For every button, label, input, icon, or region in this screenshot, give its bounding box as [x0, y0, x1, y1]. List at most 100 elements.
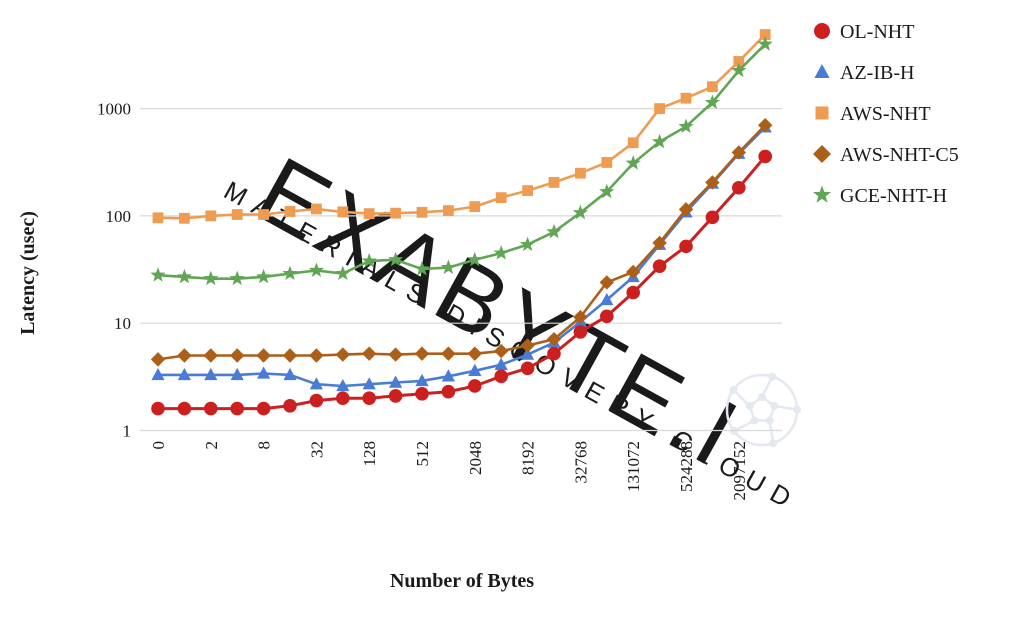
data-point-marker-triangle [415, 373, 429, 387]
y-tick-label: 100 [106, 207, 132, 226]
data-point-marker-star [335, 265, 351, 281]
x-tick-label: 131072 [624, 441, 643, 492]
legend-label: GCE-NHT-H [840, 185, 947, 207]
triangle-icon [814, 64, 830, 78]
legend-label: AZ-IB-H [840, 62, 914, 84]
data-point-marker-circle [309, 393, 324, 408]
data-point-marker-circle [441, 384, 456, 399]
y-tick-label: 1000 [97, 100, 131, 119]
square-icon [815, 106, 829, 120]
data-point-marker-square [601, 157, 613, 168]
data-point-marker-circle [468, 379, 482, 393]
y-tick-label: 10 [114, 314, 131, 333]
data-point-marker-diamond [177, 348, 192, 363]
series-OL-NHT [151, 149, 772, 416]
data-point-marker-star [678, 118, 694, 134]
circle-icon [814, 23, 830, 39]
data-point-marker-square [390, 207, 401, 219]
data-point-marker-star [150, 267, 166, 282]
data-point-marker-square [443, 205, 454, 217]
data-point-marker-diamond [758, 118, 773, 133]
data-point-marker-star [572, 204, 589, 220]
watermark-tagline-text: MATERIALS DISCOVERY CLOUD [219, 175, 805, 518]
data-point-marker-diamond [150, 352, 166, 367]
data-point-marker-square [495, 192, 507, 204]
x-axis-tick-labels: 0 2 8 32 128 512 2048 8192 32768 131072 524288 2097… [149, 441, 749, 501]
data-point-marker-star [493, 245, 509, 260]
data-point-marker-square [707, 81, 718, 93]
data-point-marker-star [282, 265, 298, 281]
data-point-marker-circle [600, 309, 614, 324]
data-point-marker-triangle [521, 347, 535, 360]
star-icon [812, 185, 832, 203]
data-point-marker-triangle [151, 367, 165, 381]
data-point-marker-circle [652, 259, 667, 273]
legend-item-AWS-NHT: AWS-NHT [815, 103, 931, 125]
data-point-marker-diamond [256, 348, 271, 363]
data-point-marker-circle [230, 401, 244, 416]
x-tick-label: 8 [255, 441, 274, 450]
data-point-marker-star [361, 252, 377, 268]
data-point-marker-triangle [309, 377, 323, 390]
data-point-marker-square [680, 92, 692, 104]
data-point-marker-diamond [230, 348, 245, 363]
data-point-marker-diamond [626, 264, 641, 280]
data-point-marker-square [311, 203, 322, 215]
legend-label: OL-NHT [840, 21, 914, 43]
data-point-marker-diamond [309, 348, 324, 363]
series-GCE-NHT-H [150, 36, 773, 286]
data-point-marker-triangle [494, 357, 508, 370]
data-point-marker-square [654, 103, 665, 114]
x-tick-label: 2 [202, 441, 221, 450]
legend-item-OL-NHT: OL-NHT [814, 21, 914, 43]
data-point-marker-square [416, 206, 428, 218]
data-point-marker-diamond [652, 235, 667, 251]
data-point-marker-square [205, 210, 217, 222]
data-point-marker-circle [705, 210, 720, 225]
data-point-marker-circle [151, 401, 165, 416]
data-point-marker-square [575, 167, 586, 179]
data-point-marker-diamond [546, 331, 562, 347]
data-point-marker-circle [547, 346, 561, 361]
data-point-marker-diamond [388, 347, 403, 362]
data-point-marker-circle [336, 391, 350, 405]
data-point-marker-square [627, 137, 639, 149]
data-point-marker-star [704, 94, 721, 109]
data-point-marker-diamond [599, 275, 614, 290]
data-point-marker-triangle [362, 377, 376, 390]
data-point-marker-circle [177, 401, 192, 416]
data-point-marker-triangle [600, 292, 614, 306]
data-point-marker-star [308, 262, 325, 277]
data-point-marker-circle [573, 325, 588, 339]
data-point-marker-circle [283, 398, 297, 413]
data-point-marker-star [651, 133, 668, 149]
data-point-marker-star [176, 268, 193, 284]
legend-item-AWS-NHT-C5: AWS-NHT-C5 [813, 144, 959, 166]
data-point-marker-star [467, 251, 483, 267]
data-point-marker-star [414, 261, 430, 276]
data-point-marker-star [731, 62, 747, 78]
data-point-marker-star [519, 236, 536, 252]
data-point-marker-star [255, 268, 272, 284]
data-point-marker-triangle [283, 367, 297, 381]
data-point-marker-diamond [414, 346, 430, 361]
y-axis-title: Latency (usec) [17, 211, 39, 335]
legend-item-AZ-IB-H: AZ-IB-H [814, 62, 914, 84]
data-point-marker-circle [388, 389, 403, 403]
data-point-marker-star [440, 259, 457, 275]
y-axis-tick-labels: 1 10 100 1000 [97, 100, 131, 441]
data-point-marker-diamond [467, 346, 482, 361]
x-tick-label: 8192 [519, 441, 538, 475]
x-tick-label: 32 [307, 441, 326, 458]
x-tick-label: 128 [360, 441, 379, 467]
x-tick-label: 2048 [466, 441, 485, 475]
x-tick-label: 0 [149, 441, 168, 450]
data-point-marker-star [387, 251, 404, 267]
data-point-marker-square [522, 185, 533, 197]
data-point-marker-triangle [257, 366, 271, 379]
data-point-marker-diamond [731, 145, 746, 160]
data-point-marker-circle [626, 285, 640, 300]
data-point-marker-square [337, 206, 349, 218]
data-point-marker-diamond [335, 347, 350, 362]
